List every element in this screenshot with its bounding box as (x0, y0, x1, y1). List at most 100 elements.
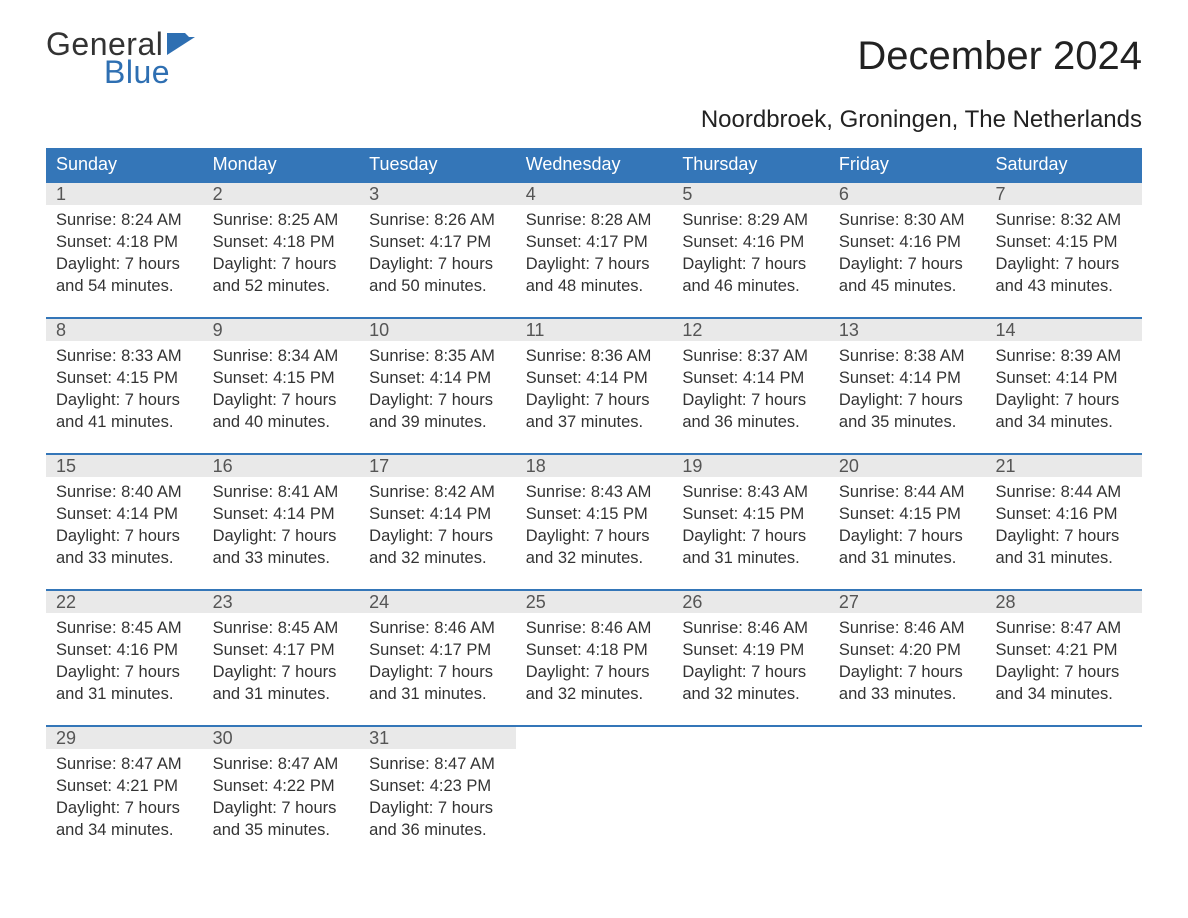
day-d2: and 43 minutes. (995, 275, 1132, 297)
day-body (672, 727, 829, 819)
day-sunset: Sunset: 4:15 PM (682, 503, 819, 525)
day-d2: and 31 minutes. (839, 547, 976, 569)
day-sunset: Sunset: 4:14 PM (369, 367, 506, 389)
day-body: Sunrise: 8:37 AMSunset: 4:14 PMDaylight:… (672, 341, 829, 433)
day-number: 5 (672, 183, 829, 205)
day-sunrise: Sunrise: 8:34 AM (213, 345, 350, 367)
day-sunset: Sunset: 4:20 PM (839, 639, 976, 661)
day-d2: and 31 minutes. (213, 683, 350, 705)
day-sunset: Sunset: 4:18 PM (56, 231, 193, 253)
day-number: 8 (46, 319, 203, 341)
day-cell: 28Sunrise: 8:47 AMSunset: 4:21 PMDayligh… (985, 591, 1142, 705)
calendar: Sunday Monday Tuesday Wednesday Thursday… (46, 148, 1142, 841)
page-subtitle: Noordbroek, Groningen, The Netherlands (46, 106, 1142, 134)
day-sunrise: Sunrise: 8:44 AM (839, 481, 976, 503)
day-sunset: Sunset: 4:15 PM (56, 367, 193, 389)
week-row: 29Sunrise: 8:47 AMSunset: 4:21 PMDayligh… (46, 725, 1142, 841)
day-d1: Daylight: 7 hours (995, 525, 1132, 547)
day-d1: Daylight: 7 hours (839, 525, 976, 547)
day-d1: Daylight: 7 hours (526, 661, 663, 683)
day-d1: Daylight: 7 hours (995, 253, 1132, 275)
day-number: 28 (985, 591, 1142, 613)
day-d1: Daylight: 7 hours (526, 389, 663, 411)
day-body: Sunrise: 8:25 AMSunset: 4:18 PMDaylight:… (203, 205, 360, 297)
day-sunset: Sunset: 4:16 PM (56, 639, 193, 661)
day-cell: 3Sunrise: 8:26 AMSunset: 4:17 PMDaylight… (359, 183, 516, 297)
day-body: Sunrise: 8:47 AMSunset: 4:21 PMDaylight:… (985, 613, 1142, 705)
day-d1: Daylight: 7 hours (369, 253, 506, 275)
day-body: Sunrise: 8:35 AMSunset: 4:14 PMDaylight:… (359, 341, 516, 433)
day-d1: Daylight: 7 hours (213, 389, 350, 411)
day-cell: 22Sunrise: 8:45 AMSunset: 4:16 PMDayligh… (46, 591, 203, 705)
week-row: 22Sunrise: 8:45 AMSunset: 4:16 PMDayligh… (46, 589, 1142, 705)
day-body: Sunrise: 8:45 AMSunset: 4:17 PMDaylight:… (203, 613, 360, 705)
day-cell: 31Sunrise: 8:47 AMSunset: 4:23 PMDayligh… (359, 727, 516, 841)
dow-tuesday: Tuesday (359, 148, 516, 181)
day-sunrise: Sunrise: 8:46 AM (839, 617, 976, 639)
day-cell: 21Sunrise: 8:44 AMSunset: 4:16 PMDayligh… (985, 455, 1142, 569)
day-sunrise: Sunrise: 8:36 AM (526, 345, 663, 367)
day-sunset: Sunset: 4:21 PM (995, 639, 1132, 661)
weeks-container: 1Sunrise: 8:24 AMSunset: 4:18 PMDaylight… (46, 181, 1142, 841)
day-of-week-header: Sunday Monday Tuesday Wednesday Thursday… (46, 148, 1142, 181)
day-cell: 7Sunrise: 8:32 AMSunset: 4:15 PMDaylight… (985, 183, 1142, 297)
day-cell: 6Sunrise: 8:30 AMSunset: 4:16 PMDaylight… (829, 183, 986, 297)
day-sunset: Sunset: 4:14 PM (369, 503, 506, 525)
day-d2: and 32 minutes. (526, 547, 663, 569)
day-number: 27 (829, 591, 986, 613)
day-d2: and 50 minutes. (369, 275, 506, 297)
day-number: 10 (359, 319, 516, 341)
day-sunrise: Sunrise: 8:29 AM (682, 209, 819, 231)
day-cell: 30Sunrise: 8:47 AMSunset: 4:22 PMDayligh… (203, 727, 360, 841)
day-d2: and 36 minutes. (682, 411, 819, 433)
day-sunset: Sunset: 4:14 PM (995, 367, 1132, 389)
day-cell (516, 727, 673, 841)
day-sunrise: Sunrise: 8:46 AM (369, 617, 506, 639)
day-cell: 10Sunrise: 8:35 AMSunset: 4:14 PMDayligh… (359, 319, 516, 433)
day-d2: and 41 minutes. (56, 411, 193, 433)
dow-thursday: Thursday (672, 148, 829, 181)
day-sunset: Sunset: 4:18 PM (213, 231, 350, 253)
day-sunset: Sunset: 4:15 PM (526, 503, 663, 525)
day-d2: and 33 minutes. (213, 547, 350, 569)
day-d1: Daylight: 7 hours (839, 389, 976, 411)
day-sunrise: Sunrise: 8:47 AM (995, 617, 1132, 639)
day-sunset: Sunset: 4:14 PM (213, 503, 350, 525)
day-sunrise: Sunrise: 8:25 AM (213, 209, 350, 231)
day-body (829, 727, 986, 819)
day-sunrise: Sunrise: 8:42 AM (369, 481, 506, 503)
day-sunset: Sunset: 4:19 PM (682, 639, 819, 661)
day-sunrise: Sunrise: 8:43 AM (526, 481, 663, 503)
day-cell (985, 727, 1142, 841)
header: General Blue December 2024 (46, 28, 1142, 88)
week-row: 8 Sunrise: 8:33 AMSunset: 4:15 PM Daylight… (46, 317, 1142, 433)
day-sunrise: Sunrise: 8:33 AM (56, 345, 193, 367)
day-number: 17 (359, 455, 516, 477)
day-d1: Daylight: 7 hours (526, 525, 663, 547)
day-body (985, 727, 1142, 819)
day-body: Sunrise: 8:43 AMSunset: 4:15 PMDaylight:… (672, 477, 829, 569)
day-d2: and 32 minutes. (682, 683, 819, 705)
day-cell: 27Sunrise: 8:46 AMSunset: 4:20 PMDayligh… (829, 591, 986, 705)
day-number: 21 (985, 455, 1142, 477)
page-title: December 2024 (857, 34, 1142, 79)
day-cell: 14Sunrise: 8:39 AMSunset: 4:14 PMDayligh… (985, 319, 1142, 433)
dow-saturday: Saturday (985, 148, 1142, 181)
day-sunrise: Sunrise: 8:43 AM (682, 481, 819, 503)
day-number: 3 (359, 183, 516, 205)
day-number: 18 (516, 455, 673, 477)
day-d1: Daylight: 7 hours (682, 661, 819, 683)
day-d2: and 39 minutes. (369, 411, 506, 433)
day-body: Sunrise: 8:46 AMSunset: 4:20 PMDaylight:… (829, 613, 986, 705)
day-cell: 26Sunrise: 8:46 AMSunset: 4:19 PMDayligh… (672, 591, 829, 705)
day-d1: Daylight: 7 hours (213, 525, 350, 547)
day-cell: 25Sunrise: 8:46 AMSunset: 4:18 PMDayligh… (516, 591, 673, 705)
day-d2: and 33 minutes. (839, 683, 976, 705)
day-sunrise: Sunrise: 8:28 AM (526, 209, 663, 231)
day-cell: 18 Sunrise: 8:43 AMSunset: 4:15 PMDayligh… (516, 455, 673, 569)
day-d1: Daylight: 7 hours (839, 661, 976, 683)
day-body: Sunrise: 8:30 AMSunset: 4:16 PMDaylight:… (829, 205, 986, 297)
day-d1: Daylight: 7 hours (369, 797, 506, 819)
day-sunset: Sunset: 4:15 PM (995, 231, 1132, 253)
day-sunrise: Sunrise: 8:46 AM (526, 617, 663, 639)
